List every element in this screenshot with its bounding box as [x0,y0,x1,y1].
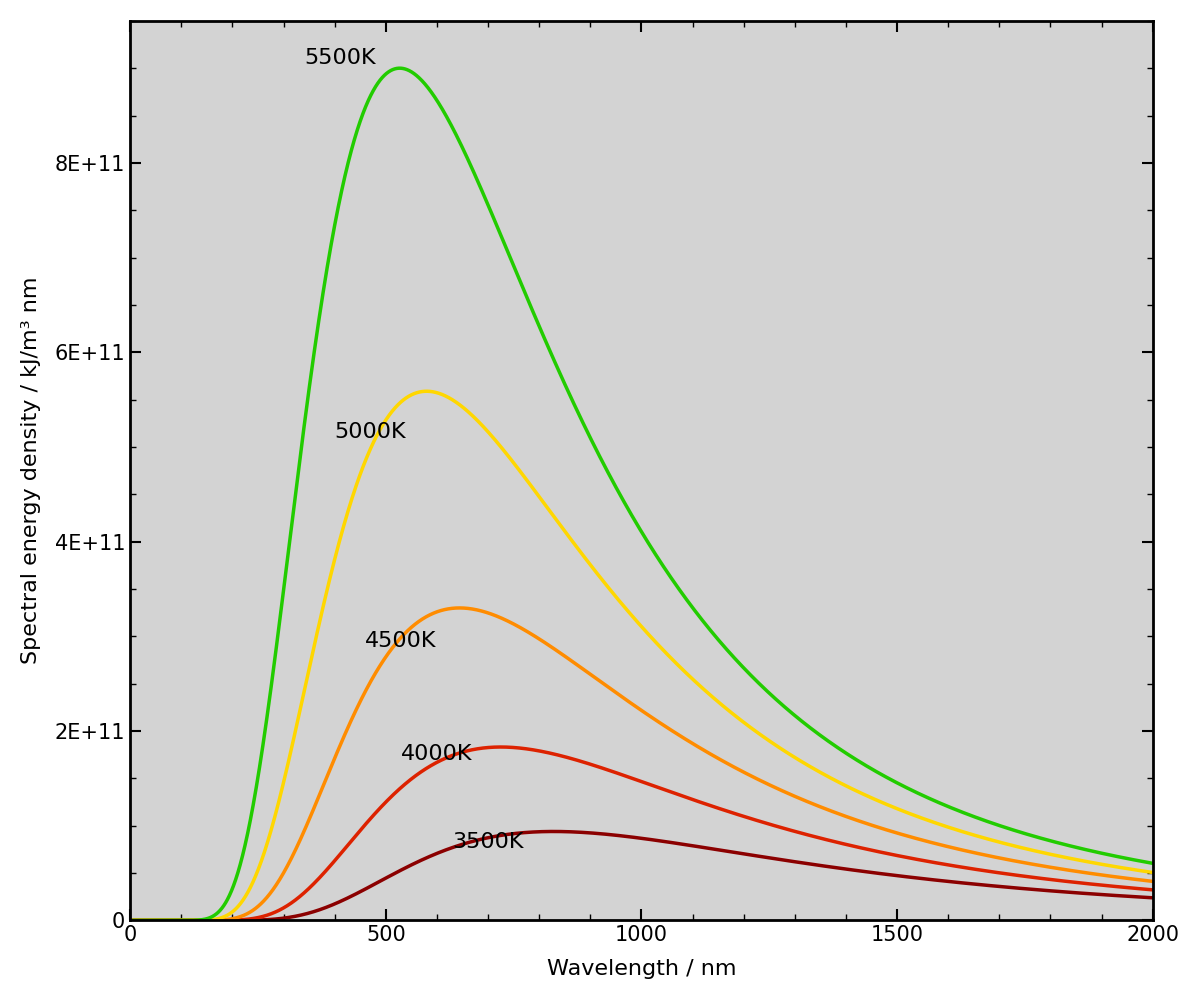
X-axis label: Wavelength / nm: Wavelength / nm [547,959,736,979]
Text: 5000K: 5000K [335,422,407,442]
Text: 3500K: 3500K [452,832,523,852]
Text: 4000K: 4000K [401,744,473,764]
Y-axis label: Spectral energy density / kJ/m³ nm: Spectral energy density / kJ/m³ nm [20,277,41,664]
Text: 5500K: 5500K [304,48,376,68]
Text: 4500K: 4500K [365,631,437,651]
